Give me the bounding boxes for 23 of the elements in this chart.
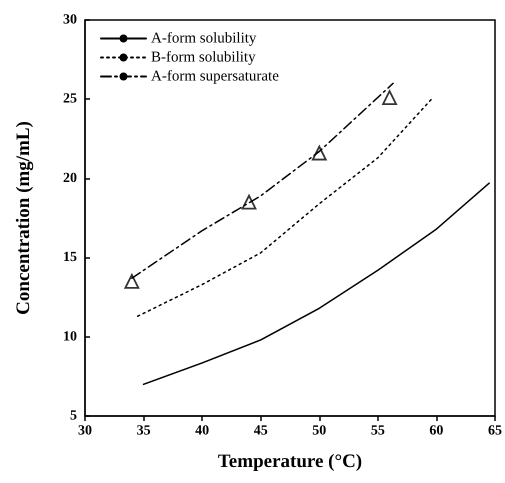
point [124,274,140,289]
line-series [136,96,434,317]
y-tick-label: 10 [63,329,77,344]
y-axis-title: Concentration (mg/mL) [13,121,34,315]
legend-label: A-form supersaturate [151,68,280,84]
line-series [142,182,490,386]
legend-label: B-form solubility [151,50,256,66]
x-tick-label: 60 [429,424,444,438]
x-tick-label: 45 [254,424,268,438]
y-tick-label: 15 [63,250,77,266]
point [382,90,397,106]
x-tick-label: 50 [312,424,326,438]
x-tick-label: 35 [136,424,151,438]
legend-label: A-form solubility [151,30,257,46]
x-tick-label: 40 [195,424,210,438]
x-tick-label: 55 [370,424,385,438]
y-tick-label: 25 [63,92,77,107]
x-axis-title: Temperature (°C) [218,451,362,472]
y-tick-label: 20 [63,170,77,186]
y-tick-label: 30 [63,12,77,28]
x-tick-label: 30 [78,424,92,438]
x-tick-label: 65 [488,424,502,438]
y-tick-label: 5 [70,408,77,424]
